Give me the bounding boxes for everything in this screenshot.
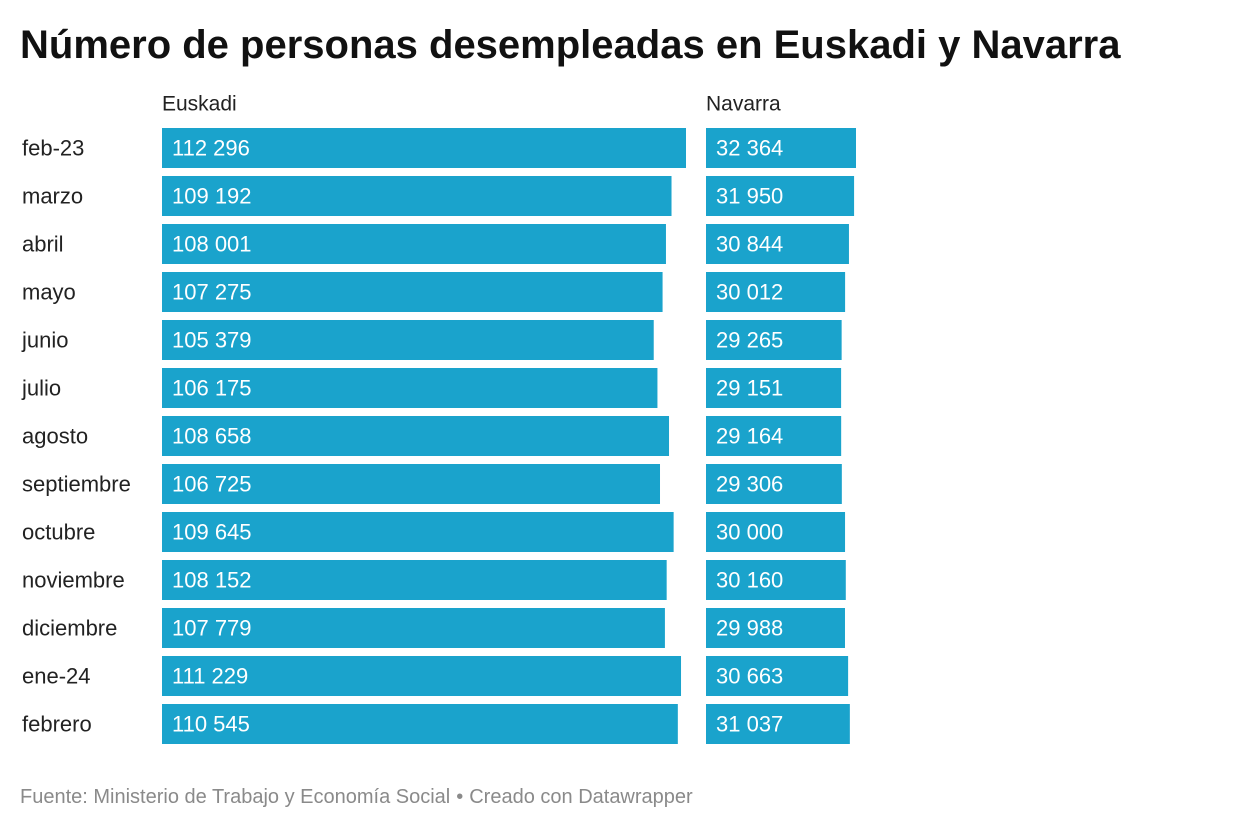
bar — [706, 416, 842, 456]
bar — [162, 368, 658, 408]
bar — [162, 656, 682, 696]
data-label: 109 645 — [172, 520, 252, 545]
bar — [706, 560, 846, 600]
bar — [162, 608, 665, 648]
category-label: septiembre — [22, 472, 131, 497]
category-label: feb-23 — [22, 136, 84, 161]
bar — [706, 512, 846, 552]
category-label: mayo — [22, 280, 76, 305]
category-label: junio — [21, 328, 68, 353]
bar — [162, 416, 670, 456]
data-label: 29 151 — [716, 376, 783, 401]
category-label: octubre — [22, 520, 95, 545]
data-label: 29 164 — [716, 424, 783, 449]
bar — [162, 128, 686, 168]
bar — [706, 224, 849, 264]
bar — [162, 704, 678, 744]
category-label: noviembre — [22, 568, 125, 593]
source-note: Fuente: Ministerio de Trabajo y Economía… — [20, 784, 693, 810]
bar — [162, 320, 654, 360]
bar — [162, 560, 667, 600]
bar — [706, 608, 845, 648]
data-label: 31 950 — [716, 184, 783, 209]
credit-text: Creado con Datawrapper — [469, 786, 693, 808]
series-header: Euskadi — [162, 93, 237, 116]
bar — [706, 368, 842, 408]
data-label: 109 192 — [172, 184, 252, 209]
data-label: 32 364 — [716, 136, 783, 161]
data-label: 108 001 — [172, 232, 252, 257]
data-label: 106 725 — [172, 472, 252, 497]
category-label: marzo — [22, 184, 83, 209]
category-label: agosto — [22, 424, 88, 449]
category-label: julio — [21, 376, 61, 401]
source-text: Fuente: Ministerio de Trabajo y Economía… — [20, 786, 451, 808]
data-label: 30 000 — [716, 520, 783, 545]
data-label: 108 658 — [172, 424, 252, 449]
data-label: 107 779 — [172, 616, 252, 641]
bar — [706, 272, 846, 312]
bar — [706, 464, 842, 504]
data-label: 29 306 — [716, 472, 783, 497]
data-label: 31 037 — [716, 712, 783, 737]
data-label: 105 379 — [172, 328, 252, 353]
series-header: Navarra — [706, 93, 781, 116]
separator: • — [456, 786, 464, 808]
category-label: diciembre — [22, 616, 117, 641]
bar — [162, 272, 663, 312]
bar — [162, 512, 674, 552]
data-label: 107 275 — [172, 280, 252, 305]
bar — [162, 224, 666, 264]
data-label: 110 545 — [172, 712, 250, 737]
bar — [706, 128, 856, 168]
data-label: 108 152 — [172, 568, 252, 593]
bar — [706, 656, 849, 696]
chart-title: Número de personas desempleadas en Euska… — [20, 23, 1121, 67]
data-label: 30 663 — [716, 664, 783, 689]
data-label: 30 844 — [716, 232, 783, 257]
data-label: 29 265 — [716, 328, 783, 353]
data-label: 112 296 — [172, 136, 250, 161]
bar — [706, 176, 855, 216]
category-label: abril — [22, 232, 64, 257]
bar — [162, 176, 672, 216]
bar — [706, 320, 842, 360]
data-label: 30 160 — [716, 568, 783, 593]
data-label: 111 229 — [172, 664, 248, 689]
bar — [706, 704, 850, 744]
data-label: 106 175 — [172, 376, 252, 401]
category-label: ene-24 — [22, 664, 91, 689]
bar — [162, 464, 661, 504]
data-label: 30 012 — [716, 280, 783, 305]
data-label: 29 988 — [716, 616, 783, 641]
category-label: febrero — [22, 712, 92, 737]
